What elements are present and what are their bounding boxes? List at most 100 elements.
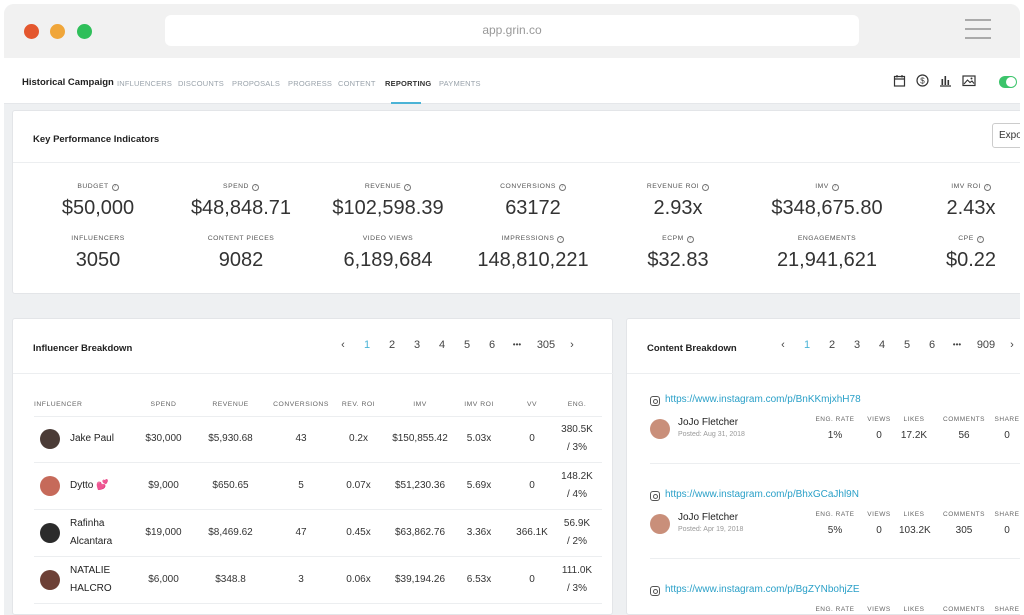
page-4-button[interactable]: 4 (438, 339, 446, 351)
page-2-button[interactable]: 2 (388, 339, 396, 351)
page-last-button[interactable]: 909 (976, 339, 996, 351)
content-likes: 103.2K (899, 525, 931, 536)
influencers-pagination: ‹ 1 2 3 4 5 6 ••• 305 › (336, 339, 596, 353)
kpi-label-text: VIDEO VIEWS (362, 235, 414, 242)
avatar[interactable] (40, 523, 60, 543)
kpi-label-text: ECPM (662, 235, 684, 242)
cell-eng-rate: / 3% (566, 442, 587, 453)
info-icon[interactable]: ? (558, 184, 566, 191)
info-icon[interactable]: ? (251, 184, 259, 191)
address-bar[interactable]: app.grin.co (165, 15, 859, 46)
kpi-revenue-roi: REVENUE ROI? 2.93x (608, 183, 748, 220)
column-header: VV (526, 401, 538, 408)
content-column-header: VIEWS (867, 416, 891, 423)
minimize-window-button[interactable] (50, 24, 65, 39)
page-5-button[interactable]: 5 (903, 339, 911, 351)
influencer-name[interactable]: Rafinha (70, 518, 105, 529)
cell-eng: 148.2K (561, 471, 593, 482)
tab-content[interactable]: CONTENT (338, 79, 376, 88)
info-icon[interactable]: ? (111, 184, 119, 191)
bar-chart-icon[interactable] (939, 74, 952, 87)
page-5-button[interactable]: 5 (463, 339, 471, 351)
page-6-button[interactable]: 6 (928, 339, 936, 351)
calendar-icon[interactable] (893, 74, 906, 87)
avatar[interactable] (40, 429, 60, 449)
content-url-link[interactable]: https://www.instagram.com/p/BgZYNbohjZE (665, 584, 860, 595)
maximize-window-button[interactable] (77, 24, 92, 39)
column-header: SPEND (150, 401, 177, 408)
page-3-button[interactable]: 3 (853, 339, 861, 351)
influencer-name-line2[interactable]: Alcantara (70, 536, 113, 547)
influencer-name[interactable]: Jake Paul (70, 433, 114, 444)
table-row-divider (34, 556, 602, 557)
tab-discounts[interactable]: DISCOUNTS (178, 79, 224, 88)
cell-spend: $30,000 (145, 433, 182, 444)
influencer-name-line2[interactable]: HALCRO (70, 583, 112, 594)
kpi-label: CONVERSIONS? (463, 183, 603, 193)
page-4-button[interactable]: 4 (878, 339, 886, 351)
kpi-engagements: ENGAGEMENTS 21,941,621 (757, 235, 897, 272)
cell-revenue: $650.65 (212, 480, 249, 491)
campaign-title: Historical Campaign (22, 77, 114, 88)
kpi-budget: BUDGET? $50,000 (28, 183, 168, 220)
menu-icon[interactable] (965, 19, 991, 41)
cell-spend: $9,000 (148, 480, 179, 491)
page-1-button[interactable]: 1 (363, 339, 371, 351)
page-2-button[interactable]: 2 (828, 339, 836, 351)
content-author-name[interactable]: JoJo Fletcher (678, 417, 739, 428)
avatar[interactable] (650, 514, 670, 534)
influencer-name[interactable]: NATALIE (70, 565, 111, 576)
kpi-label-text: IMV (815, 183, 829, 190)
info-icon[interactable]: ? (557, 236, 565, 243)
kpi-label-text: REVENUE (364, 183, 402, 190)
cell-imv: $51,230.36 (394, 480, 446, 491)
export-button[interactable]: Expor (992, 123, 1020, 148)
cell-eng: 56.9K (563, 518, 591, 529)
info-icon[interactable]: ? (702, 184, 710, 191)
close-window-button[interactable] (24, 24, 39, 39)
dollar-icon[interactable]: $ (916, 74, 929, 87)
page-6-button[interactable]: 6 (488, 339, 496, 351)
info-icon[interactable]: ? (976, 236, 984, 243)
content-column-header: LIKES (903, 511, 925, 518)
tab-payments[interactable]: PAYMENTS (439, 79, 481, 88)
cell-rev-roi: 0.45x (346, 527, 371, 538)
content-row-divider (650, 558, 1020, 559)
content-eng-rate: 5% (827, 525, 843, 536)
page-prev-icon[interactable]: ‹ (781, 339, 785, 351)
content-header-divider (627, 373, 1020, 374)
avatar[interactable] (650, 419, 670, 439)
kpi-value: 2.43x (946, 197, 996, 219)
page-next-icon[interactable]: › (1010, 339, 1014, 351)
kpi-label-text: CONTENT PIECES (207, 235, 275, 242)
tab-proposals[interactable]: PROPOSALS (232, 79, 281, 88)
cell-imv: $63,862.76 (394, 527, 446, 538)
page-3-button[interactable]: 3 (413, 339, 421, 351)
info-icon[interactable]: ? (831, 184, 839, 191)
tab-influencers[interactable]: INFLUENCERS (117, 79, 173, 88)
kpi-label: IMV? (757, 183, 897, 193)
tab-progress[interactable]: PROGRESS (288, 79, 333, 88)
page-next-icon[interactable]: › (570, 339, 574, 351)
tab-reporting[interactable]: REPORTING (385, 79, 432, 88)
image-icon[interactable] (962, 74, 976, 87)
avatar[interactable] (40, 570, 60, 590)
influencer-header-divider (13, 373, 614, 374)
avatar[interactable] (40, 476, 60, 496)
campaign-toggle[interactable] (999, 76, 1017, 88)
content-shares: 0 (1004, 430, 1010, 441)
instagram-icon (650, 491, 660, 501)
influencer-name[interactable]: Dytto 💕 (70, 480, 109, 491)
kpi-imv: IMV? $348,675.80 (757, 183, 897, 220)
info-icon[interactable]: ? (686, 236, 694, 243)
info-icon[interactable]: ? (404, 184, 412, 191)
content-url-link[interactable]: https://www.instagram.com/p/BnKKmjxhH78 (665, 394, 861, 405)
cell-vv: 366.1K (516, 527, 548, 538)
content-author-name[interactable]: JoJo Fletcher (678, 512, 739, 523)
content-row-divider (650, 463, 1020, 464)
page-last-button[interactable]: 305 (536, 339, 556, 351)
page-prev-icon[interactable]: ‹ (341, 339, 345, 351)
info-icon[interactable]: ? (983, 184, 991, 191)
page-1-button[interactable]: 1 (803, 339, 811, 351)
content-url-link[interactable]: https://www.instagram.com/p/BhxGCaJhl9N (665, 489, 859, 500)
